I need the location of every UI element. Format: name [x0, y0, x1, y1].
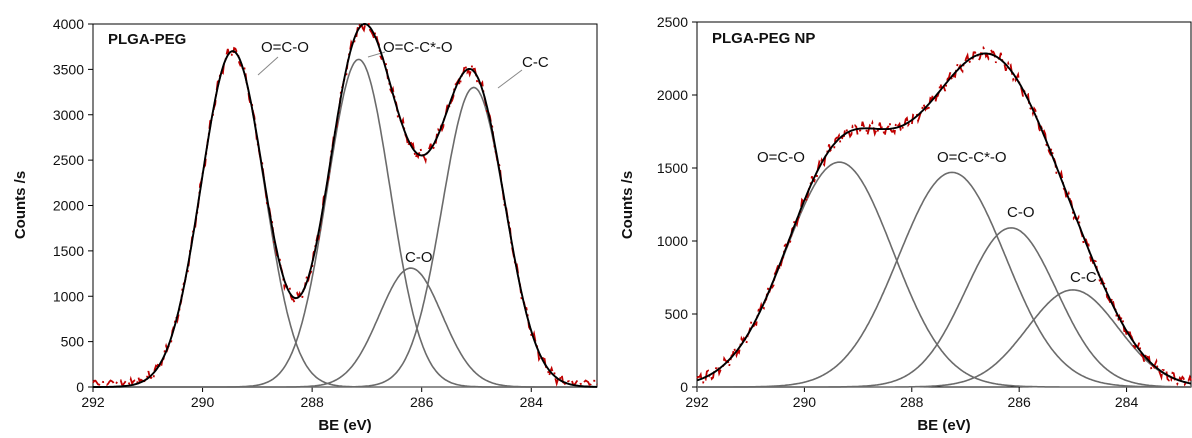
y-tick-label: 500: [665, 306, 689, 322]
y-tick-label: 2000: [657, 87, 688, 103]
y-tick-label: 1000: [657, 233, 688, 249]
y-axis-label: Counts /s: [619, 171, 636, 239]
y-tick-label: 0: [680, 379, 688, 395]
svg-text:O=C-C*-O: O=C-C*-O: [383, 39, 453, 56]
x-axis-label: BE (eV): [318, 417, 371, 434]
envelope-fit-line: [93, 23, 598, 388]
x-axis-label: BE (eV): [917, 417, 970, 434]
component-peak-0: [93, 50, 597, 388]
y-tick-label: 2500: [657, 14, 688, 30]
annotation-c-o: C-O: [405, 249, 433, 266]
component-peak-1: [93, 58, 597, 388]
x-tick-label: 288: [900, 394, 924, 410]
component-peak-0: [696, 161, 1191, 388]
x-tick-label: 290: [191, 394, 215, 410]
x-tick-label: 288: [300, 394, 324, 410]
y-tick-label: 0: [76, 379, 84, 395]
y-tick-label: 1500: [657, 160, 688, 176]
y-tick-label: 3000: [53, 107, 84, 123]
x-tick-label: 292: [81, 394, 105, 410]
svg-text:O=C-O: O=C-O: [757, 149, 805, 166]
x-tick-label: 292: [685, 394, 709, 410]
y-tick-label: 1500: [53, 243, 84, 259]
x-tick-label: 284: [520, 394, 544, 410]
component-peak-2: [697, 227, 1191, 388]
component-peak-3: [93, 86, 598, 388]
y-axis-label: Counts /s: [12, 171, 29, 239]
chart-title: PLGA-PEG: [108, 31, 186, 48]
x-tick-label: 284: [1115, 394, 1139, 410]
y-tick-label: 4000: [53, 16, 84, 32]
component-peak-2: [93, 267, 597, 388]
plot-frame: [696, 21, 1192, 388]
svg-text:C-C: C-C: [522, 54, 549, 71]
annotation-c-c: C-C: [497, 54, 549, 89]
annotation-o-c-o: O=C-O: [757, 149, 805, 166]
x-tick-label: 286: [410, 394, 434, 410]
x-tick-label: 286: [1007, 394, 1031, 410]
annotation-o-c-o: O=C-O: [257, 39, 309, 76]
component-peak-3: [697, 289, 1192, 388]
component-peak-1: [697, 171, 1191, 388]
y-tick-label: 3500: [53, 61, 84, 77]
annotation-c-c: C-C: [1070, 269, 1097, 286]
y-tick-label: 1000: [53, 288, 84, 304]
svg-text:C-O: C-O: [1007, 204, 1035, 221]
annotation-c-o: C-O: [1007, 204, 1035, 221]
y-tick-label: 2500: [53, 152, 84, 168]
svg-text:C-O: C-O: [405, 249, 433, 266]
y-tick-label: 2000: [53, 198, 84, 214]
x-tick-label: 290: [793, 394, 817, 410]
svg-text:C-C: C-C: [1070, 269, 1097, 286]
svg-text:O=C-O: O=C-O: [261, 39, 309, 56]
chart-plga-peg: PLGA-PEG BE (eV) Counts /s O=C-O O=C-C*-…: [12, 16, 598, 434]
chart-title: PLGA-PEG NP: [712, 30, 815, 47]
svg-text:O=C-C*-O: O=C-C*-O: [937, 149, 1007, 166]
chart-plga-peg-np: PLGA-PEG NP BE (eV) Counts /s O=C-O O=C-…: [619, 14, 1192, 434]
y-tick-label: 500: [61, 334, 85, 350]
envelope-fit-line: [696, 52, 1192, 385]
annotation-o-c-c-o: O=C-C*-O: [937, 149, 1007, 166]
annotation-o-c-c-o: O=C-C*-O: [367, 39, 453, 58]
